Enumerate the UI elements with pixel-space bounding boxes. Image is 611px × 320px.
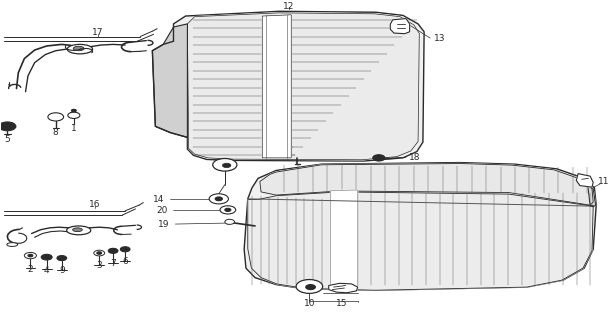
Circle shape [97, 252, 101, 254]
Text: 13: 13 [433, 34, 445, 43]
Text: 15: 15 [335, 299, 347, 308]
Text: 3: 3 [97, 261, 102, 270]
Circle shape [225, 208, 231, 212]
Circle shape [373, 155, 385, 161]
Circle shape [71, 109, 76, 112]
Text: 10: 10 [304, 299, 315, 308]
Circle shape [120, 247, 130, 252]
Polygon shape [152, 11, 424, 161]
Text: 4: 4 [44, 266, 49, 275]
Polygon shape [581, 179, 596, 207]
Text: 19: 19 [158, 220, 169, 229]
Text: 18: 18 [409, 153, 421, 162]
Circle shape [108, 248, 118, 253]
Text: 20: 20 [156, 206, 167, 215]
Text: 14: 14 [153, 195, 164, 204]
Text: 9: 9 [59, 266, 65, 275]
Ellipse shape [73, 46, 84, 51]
Polygon shape [576, 174, 593, 187]
Circle shape [42, 254, 52, 260]
Ellipse shape [7, 243, 18, 246]
Circle shape [220, 206, 236, 214]
Polygon shape [262, 15, 291, 158]
Polygon shape [248, 192, 593, 290]
Text: 17: 17 [92, 28, 104, 37]
Polygon shape [244, 163, 596, 290]
Ellipse shape [73, 228, 82, 232]
Ellipse shape [67, 44, 93, 54]
Circle shape [222, 163, 231, 168]
Text: 7: 7 [110, 259, 116, 268]
Text: 6: 6 [122, 257, 128, 266]
Polygon shape [329, 283, 357, 293]
Polygon shape [152, 24, 188, 137]
Text: 1: 1 [71, 124, 77, 133]
Text: 16: 16 [89, 200, 101, 209]
Polygon shape [260, 164, 593, 205]
Ellipse shape [67, 226, 91, 235]
Circle shape [93, 250, 104, 256]
Circle shape [213, 158, 237, 171]
Circle shape [306, 284, 315, 290]
Circle shape [68, 112, 80, 118]
Text: 12: 12 [283, 2, 295, 11]
Text: 2: 2 [27, 265, 33, 274]
Circle shape [215, 197, 222, 201]
Circle shape [28, 254, 33, 257]
Circle shape [209, 194, 229, 204]
Circle shape [0, 122, 16, 131]
Circle shape [296, 280, 323, 293]
Text: 8: 8 [53, 128, 59, 137]
Polygon shape [390, 19, 409, 34]
Text: 11: 11 [598, 177, 609, 186]
Text: 5: 5 [4, 135, 10, 144]
Circle shape [225, 219, 235, 224]
Circle shape [57, 256, 67, 260]
Polygon shape [331, 190, 357, 287]
Polygon shape [188, 13, 419, 160]
Circle shape [24, 252, 37, 259]
Circle shape [48, 113, 64, 121]
